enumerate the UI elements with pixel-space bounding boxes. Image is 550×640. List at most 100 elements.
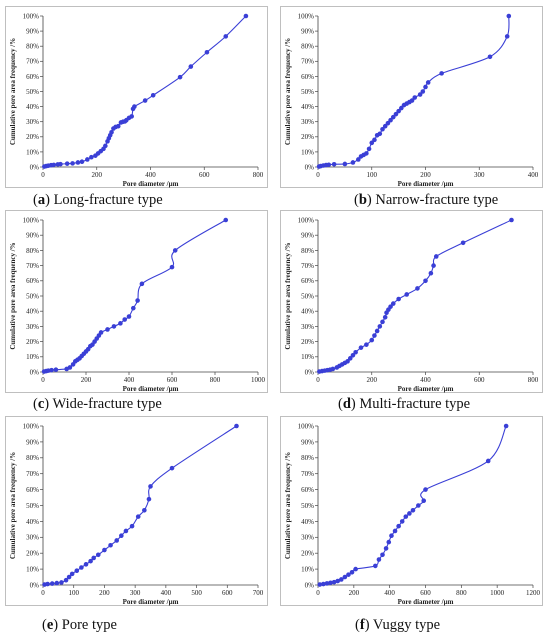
series-line	[319, 425, 507, 586]
data-point	[353, 349, 358, 355]
y-axis-label: Cumulative pore area frequency /%	[9, 452, 17, 559]
x-tick-label: 800	[456, 589, 467, 597]
caption-e: (e) Pore type	[42, 617, 117, 634]
data-point	[358, 345, 364, 350]
data-point	[169, 264, 175, 270]
chart-svg-f: 0% 10% 20% 30% 40% 50% 60% 70% 80% 90% 100% 0 200 400…	[284, 422, 541, 606]
caption-paren: )	[364, 617, 373, 633]
data-point	[389, 533, 394, 539]
data-point	[139, 281, 145, 287]
data-point	[503, 423, 509, 429]
series-line	[43, 219, 227, 373]
y-tick-label: 90%	[26, 28, 39, 36]
data-point	[423, 84, 428, 90]
y-tick-label: 60%	[301, 277, 314, 285]
y-tick-label: 10%	[26, 353, 39, 361]
chart-d: 0% 10% 20% 30% 40% 50% 60% 70% 80% 90% 100% 0 200 400…	[280, 210, 543, 393]
data-point	[364, 342, 369, 347]
data-point	[119, 533, 124, 539]
data-point	[58, 161, 63, 167]
x-axis-label: Pore diameter /μm	[123, 180, 179, 188]
y-tick-label: 90%	[301, 438, 314, 446]
x-axis-label: Pore diameter /μm	[123, 385, 179, 393]
data-point	[388, 117, 393, 123]
data-point	[129, 114, 134, 119]
caption-letter: d	[342, 396, 351, 412]
caption-paren: )	[350, 396, 360, 412]
data-point	[350, 352, 356, 358]
data-point	[317, 582, 323, 587]
caption-f: (f) Vuggy type	[355, 617, 440, 634]
data-point	[169, 465, 175, 471]
y-tick-label: 50%	[301, 502, 314, 510]
chart-svg-e: 0% 10% 20% 30% 40% 50% 60% 70% 80% 90% 100% 0 100 200…	[9, 422, 264, 606]
data-point	[328, 580, 333, 586]
x-tick-label: 800	[210, 376, 221, 384]
data-point	[135, 514, 141, 519]
chart-svg-d: 0% 10% 20% 30% 40% 50% 60% 70% 80% 90% 100% 0 200 400…	[284, 216, 539, 393]
caption-paren: (	[33, 396, 38, 412]
y-tick-label: 20%	[301, 338, 314, 346]
y-tick-label: 80%	[301, 454, 314, 462]
x-tick-label: 600	[222, 589, 233, 597]
data-point	[85, 157, 90, 162]
y-tick-label: 10%	[301, 566, 314, 574]
x-tick-label: 200	[92, 171, 103, 179]
y-tick-label: 30%	[301, 323, 314, 331]
data-point	[390, 114, 396, 120]
y-tick-label: 100%	[298, 216, 315, 224]
caption-paren: )	[53, 617, 62, 633]
data-point	[204, 49, 210, 55]
x-tick-label: 0	[316, 589, 320, 597]
series-line	[319, 219, 512, 373]
data-point	[148, 484, 153, 489]
data-point	[399, 105, 404, 111]
x-tick-label: 1200	[526, 589, 541, 597]
y-tick-label: 100%	[23, 216, 40, 224]
x-tick-label: 1000	[490, 589, 505, 597]
caption-text: Narrow-fracture type	[375, 192, 499, 208]
x-axis-label: Pore diameter /μm	[398, 385, 454, 393]
x-tick-label: 0	[41, 171, 45, 179]
y-tick-label: 10%	[301, 148, 314, 156]
data-point	[63, 577, 69, 583]
y-tick-label: 50%	[26, 502, 39, 510]
data-point	[350, 160, 356, 165]
y-tick-label: 60%	[26, 73, 39, 81]
y-tick-label: 0%	[305, 368, 315, 376]
y-tick-label: 70%	[26, 470, 39, 478]
y-tick-label: 40%	[26, 103, 39, 111]
data-point	[366, 146, 372, 152]
y-tick-label: 80%	[301, 43, 314, 51]
y-axis-label: Cumulative pore area frequency /%	[9, 242, 17, 349]
y-tick-label: 80%	[26, 247, 39, 255]
data-point	[364, 151, 369, 156]
caption-letter: c	[37, 396, 45, 412]
x-tick-label: 200	[349, 589, 360, 597]
y-axis-label: Cumulative pore area frequency /%	[9, 38, 17, 145]
caption-text: Pore type	[61, 617, 117, 633]
y-tick-label: 70%	[26, 262, 39, 270]
x-tick-label: 400	[384, 589, 395, 597]
y-tick-label: 100%	[298, 422, 315, 430]
data-point	[421, 498, 427, 504]
caption-d: (d) Multi-fracture type	[338, 396, 470, 413]
y-tick-label: 60%	[301, 486, 314, 494]
y-tick-label: 50%	[301, 292, 314, 300]
data-point	[95, 552, 101, 558]
caption-letter: e	[46, 617, 54, 633]
data-point	[396, 296, 401, 302]
data-point	[509, 217, 514, 223]
data-point	[412, 95, 418, 100]
y-axis-label: Cumulative pore area frequency /%	[284, 452, 292, 559]
y-tick-label: 30%	[26, 118, 39, 126]
caption-paren: (	[338, 396, 343, 412]
data-point	[49, 367, 54, 373]
series-line	[318, 15, 510, 168]
y-tick-label: 40%	[301, 103, 314, 111]
data-point	[223, 217, 229, 223]
x-tick-label: 0	[316, 171, 320, 179]
data-point	[330, 366, 336, 372]
data-point	[417, 92, 423, 97]
